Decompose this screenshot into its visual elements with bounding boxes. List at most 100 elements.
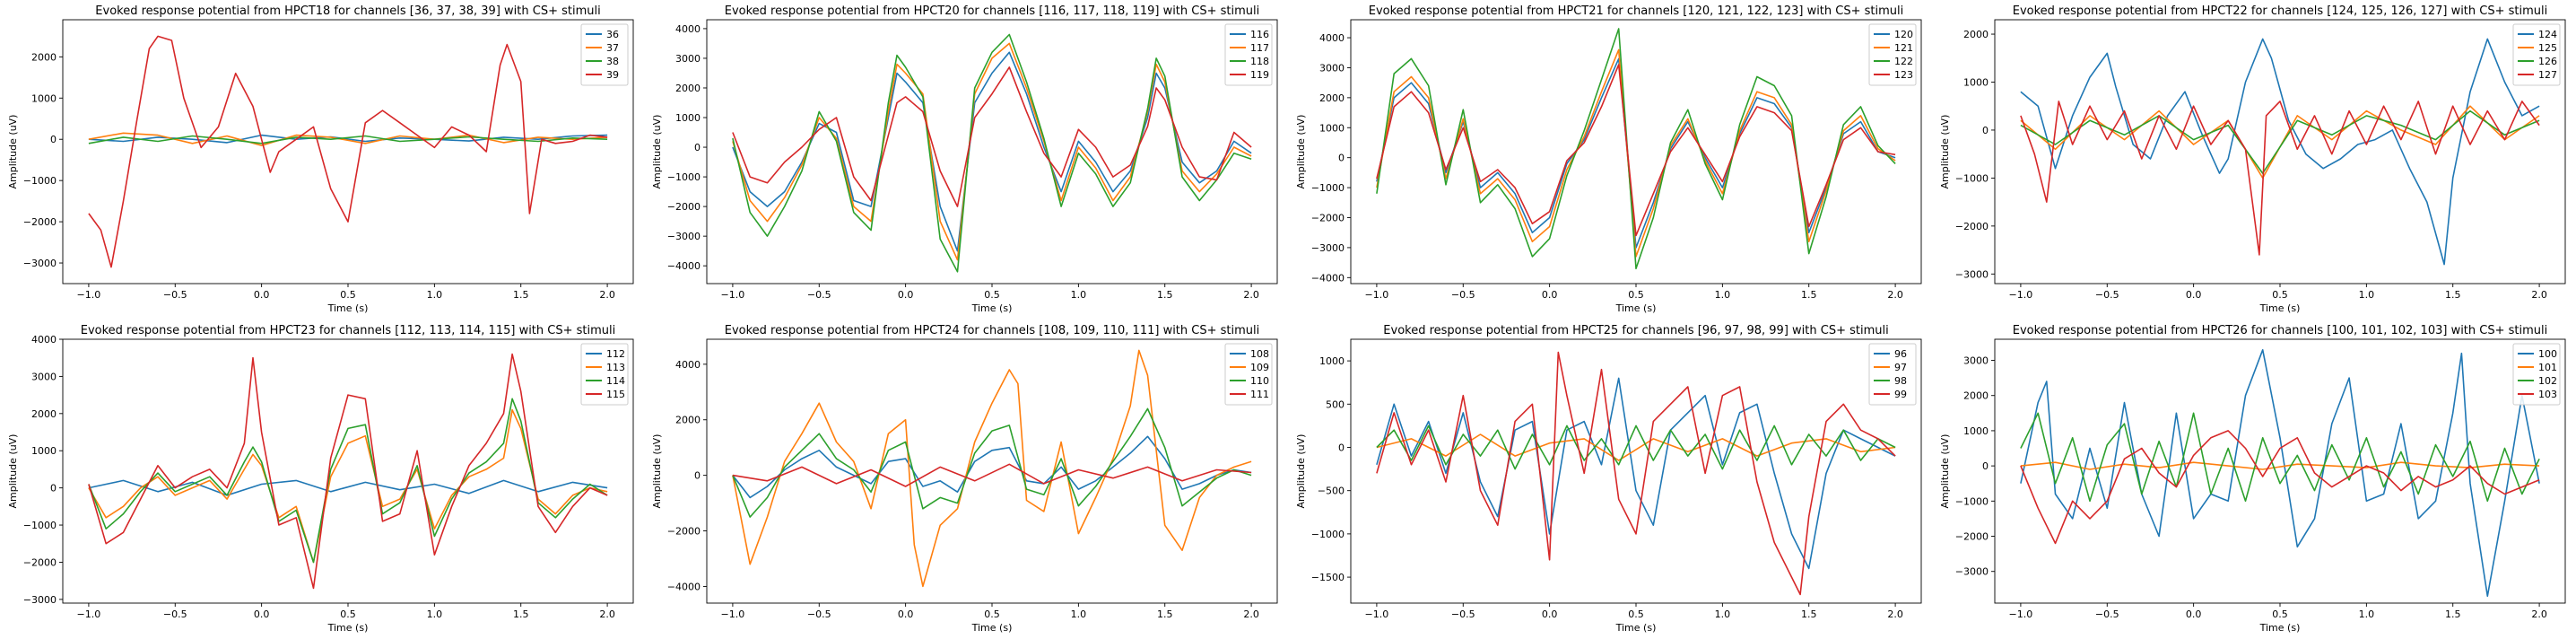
y-tick-label: −2000 <box>23 556 57 568</box>
x-tick-label: 1.5 <box>1157 289 1173 301</box>
series-group <box>2020 349 2540 597</box>
x-tick-label: 0.0 <box>254 289 270 301</box>
series-line-103 <box>2020 430 2540 545</box>
y-tick-label: −3000 <box>1955 566 1989 578</box>
legend-label: 98 <box>1894 375 1907 387</box>
series-line-115 <box>88 353 608 590</box>
legend: 112 113 114 115 <box>580 343 629 406</box>
series-line-39 <box>88 35 608 268</box>
y-axis-label: Amplitude (uV) <box>1295 434 1307 509</box>
x-tick-label: 1.5 <box>1157 608 1173 620</box>
legend-box <box>2512 23 2561 86</box>
x-tick-label: 2.0 <box>2531 289 2547 301</box>
x-tick-label: 1.5 <box>2445 608 2461 620</box>
x-tick-label: −0.5 <box>1451 289 1475 301</box>
axes-frame <box>62 338 634 604</box>
chart-title: Evoked response potential from HPCT22 fo… <box>2013 4 2548 18</box>
x-tick-label: 0.5 <box>2272 289 2288 301</box>
x-axis-label: Time (s) <box>327 622 369 634</box>
x-tick-label: 1.5 <box>513 608 529 620</box>
y-tick-label: 0 <box>694 470 701 482</box>
legend-label: 114 <box>606 375 625 387</box>
legend-label: 115 <box>606 389 625 400</box>
y-tick-label: 1000 <box>1963 76 1989 88</box>
y-tick-label: −1000 <box>23 520 57 531</box>
y-tick-label: 3000 <box>1963 355 1989 367</box>
x-tick-label: 1.0 <box>1071 289 1087 301</box>
series-line-97 <box>1376 433 1896 461</box>
legend-label: 111 <box>1250 389 1269 400</box>
series-line-127 <box>2020 101 2540 256</box>
x-tick-label: 1.0 <box>1715 608 1731 620</box>
legend-label: 109 <box>1250 362 1269 373</box>
series-line-96 <box>1376 377 1896 570</box>
x-tick-label: 2.0 <box>2531 608 2547 620</box>
series-line-113 <box>88 408 608 564</box>
legend-label: 121 <box>1894 42 1913 54</box>
y-tick-label: −1000 <box>1955 172 1989 184</box>
series-group <box>732 349 1252 588</box>
y-tick-label: 2000 <box>1963 29 1989 40</box>
chart-title: Evoked response potential from HPCT21 fo… <box>1369 4 1904 18</box>
series-line-108 <box>732 435 1252 499</box>
legend-box <box>2512 343 2561 406</box>
legend-label: 124 <box>2538 29 2557 40</box>
legend-box <box>1868 23 1917 86</box>
series-line-119 <box>732 66 1252 207</box>
y-tick-label: −4000 <box>667 260 701 272</box>
y-tick-label: −500 <box>1318 486 1345 497</box>
legend-box <box>580 343 629 406</box>
y-tick-label: 3000 <box>675 53 701 65</box>
x-tick-label: 2.0 <box>599 608 615 620</box>
y-tick-label: 0 <box>50 134 57 145</box>
x-tick-label: 0.5 <box>984 608 1000 620</box>
chart-panel: Evoked response potential from HPCT18 fo… <box>7 4 634 314</box>
x-tick-label: −0.5 <box>163 608 187 620</box>
y-tick-label: 1000 <box>31 92 57 104</box>
legend-label: 36 <box>606 29 619 40</box>
legend-label: 96 <box>1894 348 1907 360</box>
y-tick-label: −3000 <box>1311 242 1345 254</box>
y-axis-label: Amplitude (uV) <box>1295 115 1307 189</box>
series-group <box>732 33 1252 273</box>
y-tick-label: 2000 <box>1963 390 1989 402</box>
chart-title: Evoked response potential from HPCT24 fo… <box>725 324 1260 337</box>
chart-title: Evoked response potential from HPCT26 fo… <box>2013 324 2548 337</box>
axes-frame <box>1350 338 1922 604</box>
series-line-121 <box>1376 48 1896 258</box>
legend-label: 127 <box>2538 69 2557 81</box>
x-tick-label: −0.5 <box>807 608 831 620</box>
x-tick-label: −0.5 <box>2095 608 2119 620</box>
y-tick-label: 4000 <box>31 334 57 346</box>
series-line-98 <box>1376 425 1896 470</box>
series-line-122 <box>1376 28 1896 270</box>
axes-frame <box>1994 338 2566 604</box>
y-tick-label: 0 <box>50 483 57 495</box>
y-tick-label: −3000 <box>23 258 57 269</box>
chart-panel: Evoked response potential from HPCT25 fo… <box>1295 324 1922 634</box>
series-line-125 <box>2020 105 2540 179</box>
x-tick-label: −1.0 <box>2009 289 2033 301</box>
x-tick-label: 1.5 <box>1801 289 1817 301</box>
y-axis-label: Amplitude (uV) <box>7 115 19 189</box>
y-axis-label: Amplitude (uV) <box>1939 115 1951 189</box>
legend-box <box>1224 23 1273 86</box>
y-tick-label: −2000 <box>1955 531 1989 543</box>
series-line-120 <box>1376 57 1896 249</box>
y-tick-label: 1000 <box>31 445 57 457</box>
x-tick-label: 0.0 <box>254 608 270 620</box>
series-line-111 <box>732 463 1252 487</box>
x-tick-label: 1.0 <box>2359 608 2375 620</box>
y-axis-label: Amplitude (uV) <box>7 434 19 509</box>
x-tick-label: 2.0 <box>1243 289 1259 301</box>
chart-panel: Evoked response potential from HPCT26 fo… <box>1939 324 2566 634</box>
y-tick-label: 2000 <box>675 415 701 426</box>
axes-frame <box>1994 19 2566 284</box>
y-tick-label: 1000 <box>1319 122 1345 134</box>
legend-label: 37 <box>606 42 619 54</box>
x-tick-label: 0.0 <box>1542 608 1558 620</box>
y-tick-label: 2000 <box>31 51 57 63</box>
legend: 124 125 126 127 <box>2512 23 2561 86</box>
series-line-116 <box>732 51 1252 252</box>
x-tick-label: 1.0 <box>427 608 443 620</box>
